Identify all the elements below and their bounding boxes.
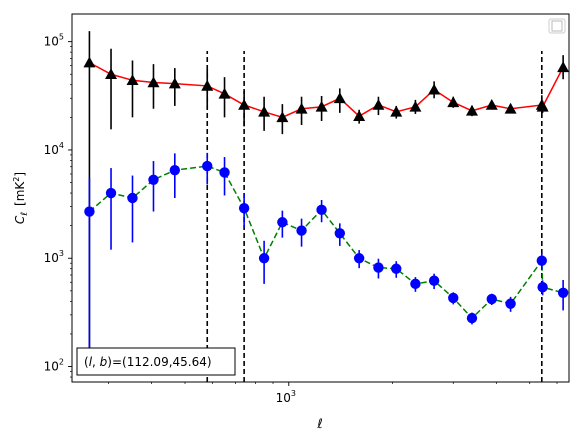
y-tick-label-3: 105	[44, 33, 64, 49]
series-1-point-1	[105, 187, 117, 199]
y-axis-label-unit: [mK	[13, 181, 27, 206]
series-1-point-22	[536, 255, 547, 266]
series-1-point-18	[448, 292, 459, 304]
series-1-point-3	[148, 174, 159, 186]
series-0-point-14	[372, 99, 385, 110]
series-0-point-12	[333, 92, 346, 104]
series-1-point-2	[127, 192, 138, 204]
series-0-point-4	[168, 77, 181, 89]
annotation-close: )=(112.09,45.64)	[107, 355, 211, 369]
series-1-point-23	[537, 282, 548, 293]
series-1-point-16	[410, 278, 421, 290]
svg-text:(l, b)=(112.09,45.64): (l, b)=(112.09,45.64)	[84, 355, 212, 369]
series-0-point-7	[238, 99, 251, 110]
legend	[548, 18, 566, 34]
series-0-point-21	[504, 102, 517, 114]
y-axis-label-unit-close: ]	[13, 172, 27, 177]
series-0-point-16	[409, 100, 422, 112]
series-0-point-5	[201, 79, 214, 91]
series-1-point-21	[505, 298, 516, 309]
annotation-b: b	[100, 355, 108, 369]
series-1-point-19	[466, 312, 478, 324]
series-0-point-10	[295, 102, 308, 114]
series-0-point-17	[428, 83, 441, 95]
y-tick-label-1: 103	[44, 249, 64, 265]
series-0-point-18	[447, 96, 460, 108]
series-1-point-8	[258, 253, 270, 264]
annotation-box: (l, b)=(112.09,45.64)	[76, 347, 236, 376]
series-1-point-15	[391, 263, 402, 274]
series-0-point-20	[485, 99, 498, 110]
series-1-point-7	[238, 202, 250, 214]
y-axis-label-symbol: C	[13, 215, 27, 224]
series-0-point-23	[536, 100, 549, 112]
series-0-point-3	[147, 76, 160, 88]
svg-text:Cℓ[mK2]: Cℓ [mK2]	[12, 172, 30, 224]
series-1-point-17	[428, 275, 440, 286]
x-tick-label-0: 103	[276, 389, 296, 405]
y-axis-label-unit-exponent: 2	[12, 177, 21, 182]
series-1-point-24	[557, 287, 569, 298]
series-1-point-11	[316, 204, 327, 216]
series-1-point-6	[219, 167, 230, 178]
series-1-point-5	[202, 160, 213, 172]
series-0-point-11	[315, 100, 328, 112]
annotation-l: l	[89, 355, 93, 369]
series-0-point-15	[390, 105, 403, 117]
series-1-point-0	[84, 206, 95, 217]
series-1-point-4	[169, 165, 181, 176]
series-1-point-9	[277, 217, 288, 228]
series-0-point-9	[276, 111, 289, 123]
series-1-point-12	[334, 228, 346, 239]
series-0-point-8	[258, 105, 271, 117]
series-0-point-24	[557, 61, 570, 73]
annotation-sep: ,	[92, 355, 100, 369]
series-1-point-13	[353, 253, 365, 264]
y-tick-label-0: 102	[44, 358, 64, 374]
series-0-point-2	[126, 74, 139, 86]
series-0-point-1	[105, 68, 118, 80]
series-0-point-13	[353, 110, 366, 121]
annotation-open: (	[84, 355, 89, 369]
series-0-point-6	[218, 87, 231, 99]
y-axis-label: Cℓ [mK2]	[12, 172, 30, 224]
series-1-point-14	[373, 262, 384, 273]
y-axis-label-subscript: ℓ	[20, 212, 30, 217]
x-axis-label: ℓ	[316, 417, 322, 432]
series-0-point-0	[83, 56, 96, 68]
y-tick-label-2: 104	[44, 141, 64, 157]
plot-frame	[71, 13, 570, 383]
series-0-point-19	[465, 104, 478, 116]
series-1-point-10	[296, 225, 307, 236]
series-1-point-20	[486, 293, 497, 305]
